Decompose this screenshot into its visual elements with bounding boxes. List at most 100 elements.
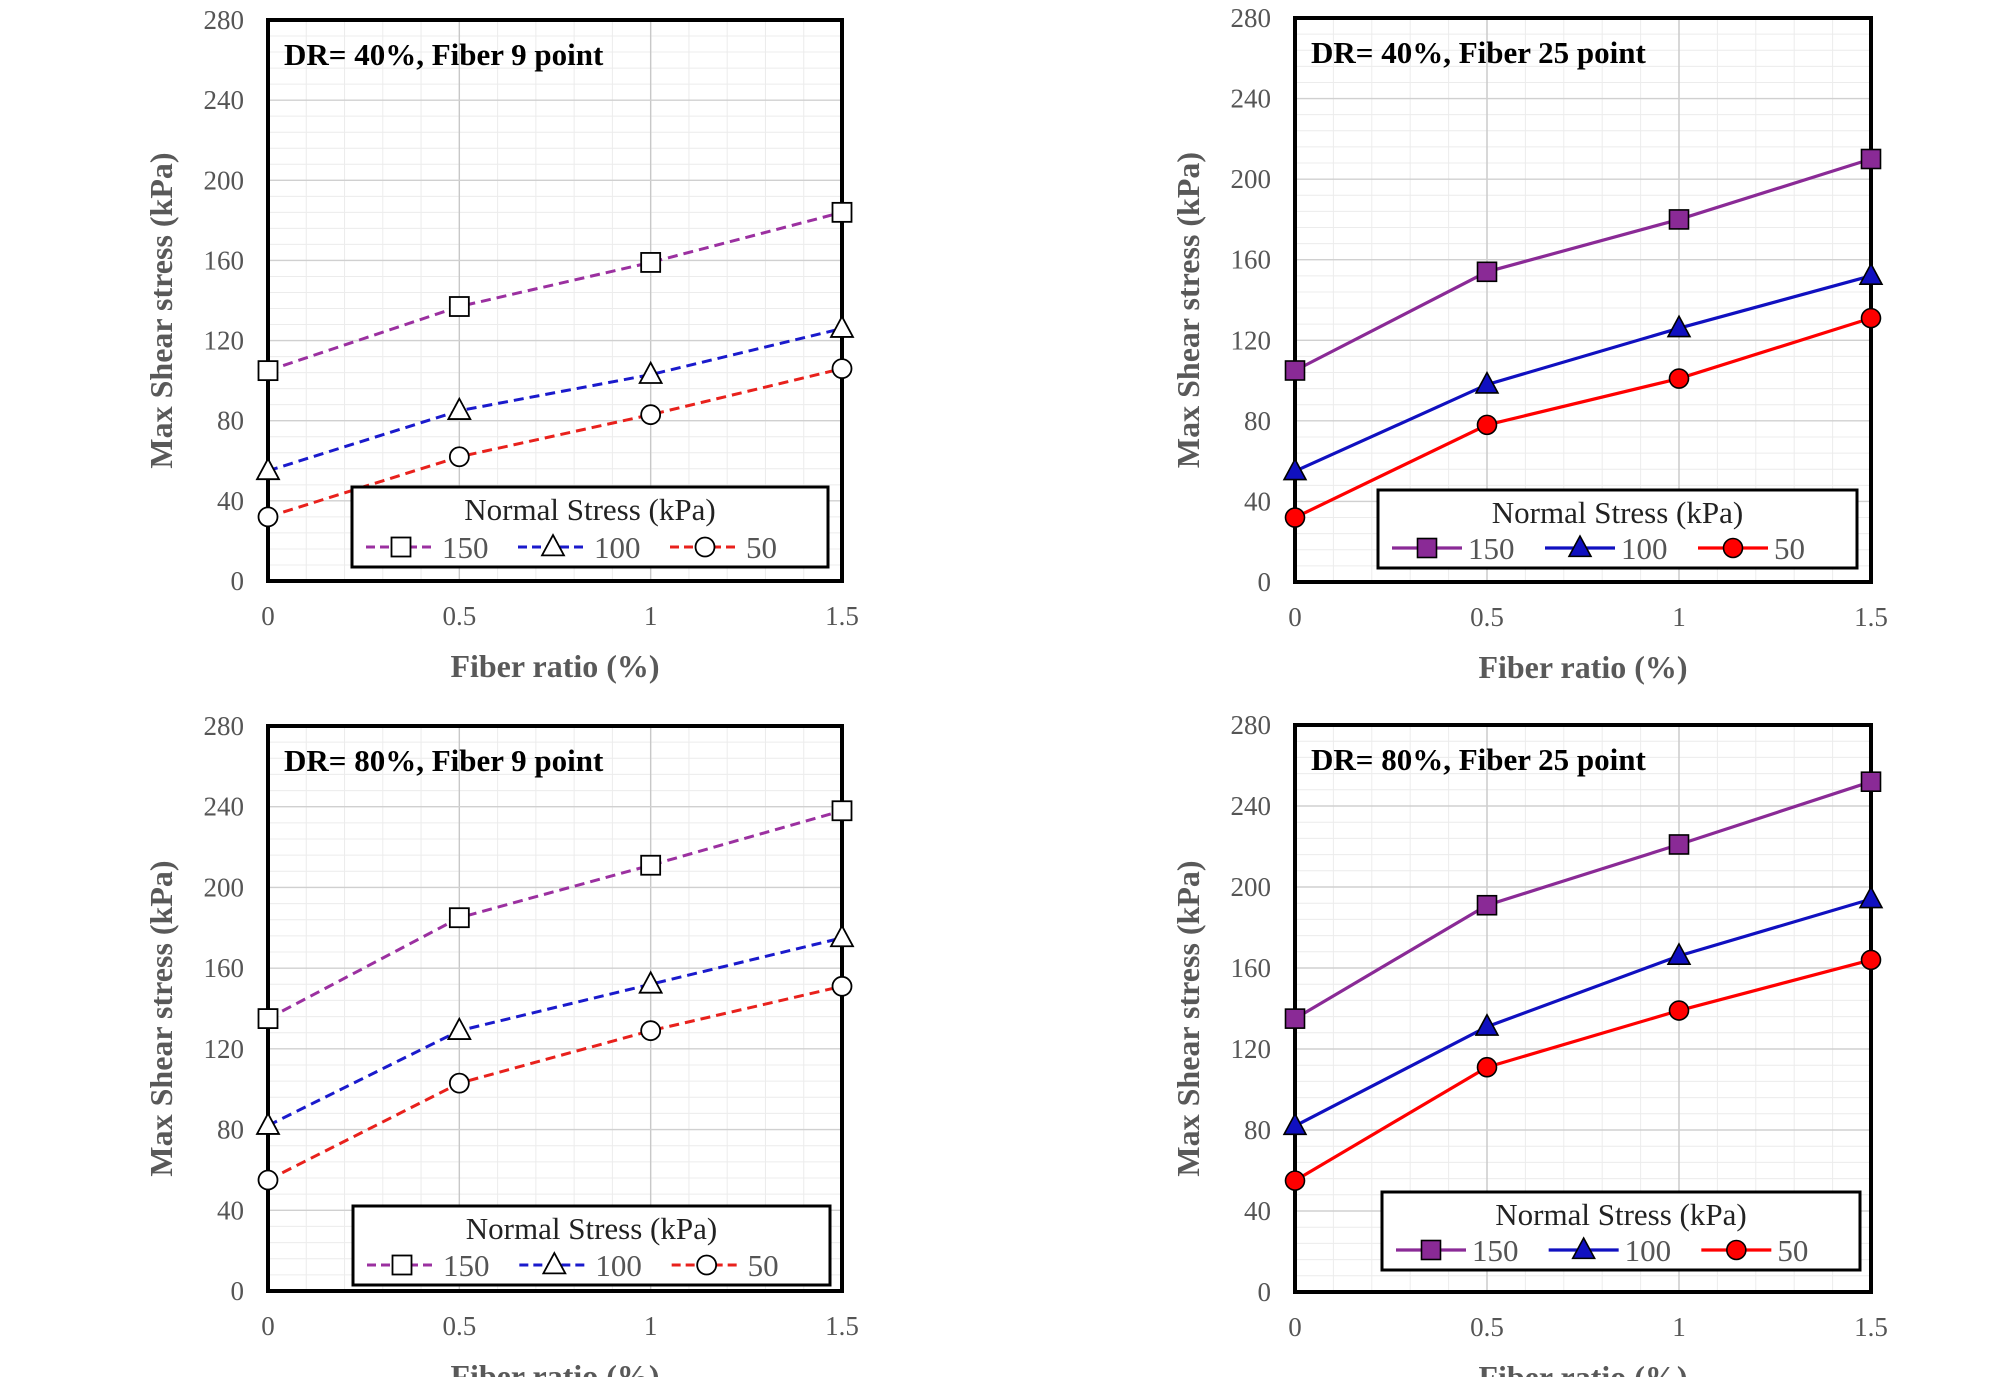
legend: Normal Stress (kPa)150 100 50 [1380,1190,1862,1272]
data-point-150-1 [1476,894,1498,916]
y-tick-label: 200 [1231,164,1272,194]
y-tick-label: 280 [1231,710,1272,740]
data-point-50-3 [831,358,853,380]
legend-marker-150 [1416,537,1438,559]
data-point-50-1 [1476,414,1498,436]
x-tick-label: 1 [1672,1312,1686,1342]
series-line-100 [1294,274,1872,473]
y-tick-label: 0 [231,1276,245,1306]
data-point-150-3 [831,201,853,223]
data-point-100-0 [1282,1112,1308,1136]
legend-marker-50 [1726,1239,1747,1261]
y-tick-label: 80 [1244,406,1271,436]
data-point-150-2 [640,854,662,876]
chart-panel-4: 0 40 80 120 160 200 240 280 0 0.5 1 1.5 Fiber ratio … [1170,710,1888,1377]
series-100 [255,924,855,1135]
x-tick-label: 1.5 [1854,1312,1888,1342]
data-point-150-2 [1668,834,1690,855]
y-tick-label: 200 [204,872,245,902]
legend-label-100: 100 [595,1248,642,1283]
y-tick-label: 80 [217,1115,244,1145]
data-point-150-1 [448,907,470,929]
data-point-100-0 [1282,457,1308,481]
legend-marker-100 [540,533,566,557]
series-line-100 [267,327,843,473]
legend-marker-150 [391,1254,413,1276]
data-point-150-0 [1284,360,1306,381]
data-point-100-3 [1858,885,1884,909]
legend: Normal Stress (kPa)150 100 50 [351,1204,832,1287]
y-tick-label: 40 [217,1195,244,1225]
series-150 [257,800,853,1029]
chart-panel-2: 0 40 80 120 160 200 240 280 0 0.5 1 1.5 Fiber ratio … [1170,3,1888,685]
data-point-150-3 [831,800,853,822]
legend-marker-100 [541,1251,567,1275]
y-tick-label: 160 [1231,245,1272,275]
legend-title: Normal Stress (kPa) [466,1211,717,1246]
data-point-100-2 [638,360,664,384]
y-tick-label: 160 [204,953,245,983]
x-tick-label: 1 [1672,602,1686,632]
x-tick-label: 0 [261,1311,275,1341]
series-150 [1284,771,1882,1029]
series-100 [255,314,855,481]
y-tick-label: 120 [204,1034,245,1064]
y-tick-label: 280 [1231,3,1272,33]
series-100 [1282,262,1884,481]
y-axis-title: Max Shear stress (kPa) [143,152,179,468]
x-tick-label: 0 [261,601,275,631]
data-point-50-3 [1860,307,1882,329]
legend-label-150: 150 [1468,531,1515,566]
y-tick-label: 120 [1231,1034,1272,1064]
panel-title: DR= 40%, Fiber 25 point [1311,35,1647,70]
x-tick-label: 1 [644,1311,658,1341]
data-point-150-1 [1476,261,1498,283]
data-point-150-2 [1668,209,1690,230]
series-line-150 [1294,157,1872,372]
data-point-50-0 [1284,1170,1306,1191]
x-tick-label: 0 [1288,602,1302,632]
series-50 [257,975,853,1191]
y-tick-label: 40 [1244,1196,1271,1226]
y-tick-label: 240 [204,792,245,822]
y-tick-label: 280 [204,711,245,741]
data-point-50-0 [1284,507,1306,528]
x-tick-label: 0.5 [442,1311,476,1341]
x-tick-label: 0 [1288,1312,1302,1342]
data-point-150-3 [1860,148,1882,170]
data-point-50-0 [257,506,279,528]
legend-marker-100 [1567,534,1593,558]
y-tick-label: 80 [1244,1115,1271,1145]
legend-box [350,485,830,569]
data-point-150-3 [1860,771,1882,793]
data-point-50-2 [640,404,662,426]
series-line-50 [267,984,843,1182]
y-tick-label: 240 [1231,84,1272,114]
series-line-150 [267,809,843,1020]
x-tick-label: 0.5 [1470,602,1504,632]
data-point-50-1 [448,446,470,468]
y-tick-label: 120 [1231,325,1272,355]
y-axis-title: Max Shear stress (kPa) [1170,860,1206,1176]
data-point-100-3 [1858,262,1884,286]
data-point-150-0 [257,1008,279,1029]
legend-title: Normal Stress (kPa) [1495,1197,1746,1232]
data-point-50-3 [1860,949,1882,971]
panel-title: DR= 80%, Fiber 25 point [1311,742,1647,777]
legend-marker-50 [1722,537,1744,559]
series-100 [1282,885,1884,1136]
legend-label-50: 50 [1777,1233,1808,1268]
data-point-50-2 [640,1020,662,1042]
y-tick-label: 280 [204,5,245,35]
y-tick-label: 160 [204,245,245,275]
x-tick-label: 1 [644,601,658,631]
x-axis-title: Fiber ratio (%) [450,1358,659,1377]
legend-label-150: 150 [443,1248,490,1283]
legend-marker-50 [696,1254,718,1276]
legend-label-50: 50 [748,1248,779,1283]
data-point-100-3 [829,314,855,338]
x-tick-label: 1.5 [825,601,859,631]
legend-box [1380,1190,1862,1272]
chart-panel-1: 0 40 80 120 160 200 240 280 0 0.5 1 1.5 Fiber ratio … [143,5,859,684]
